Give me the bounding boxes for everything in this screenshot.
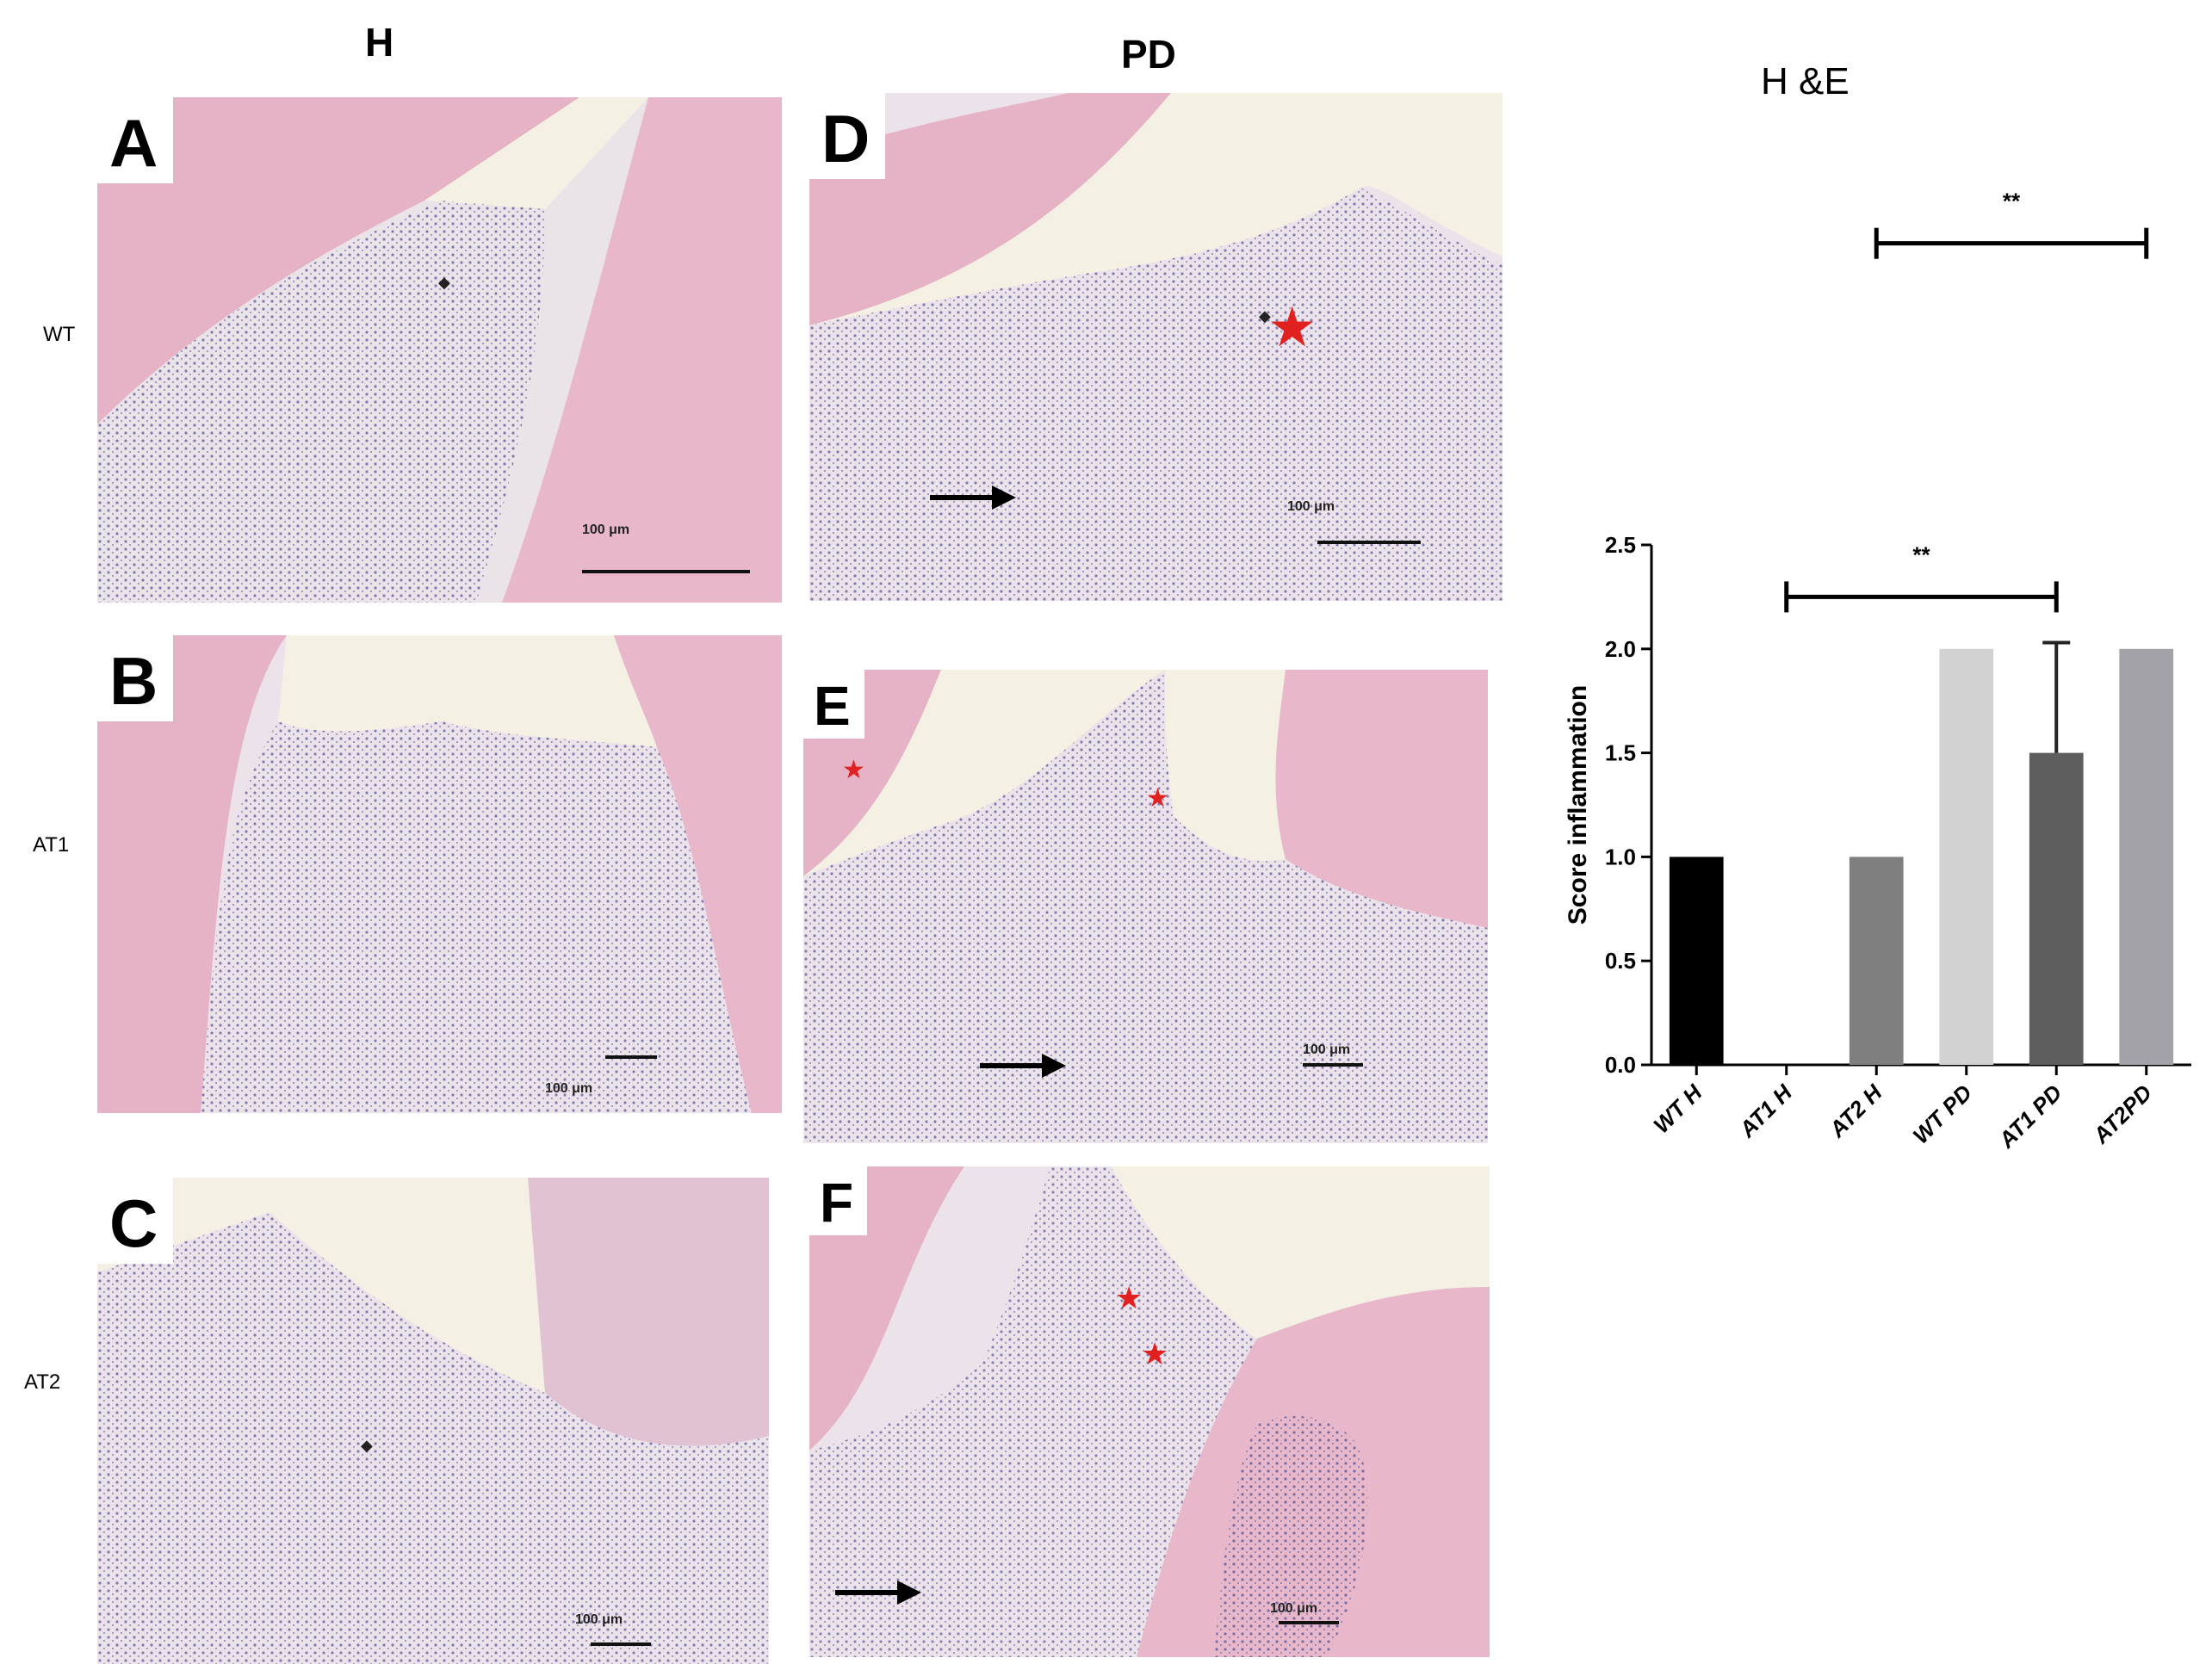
tissue-image-e (803, 670, 1488, 1143)
micrograph-panel-f: F ★ ★ 100 μm (809, 1166, 1490, 1657)
significance-label: ** (1912, 541, 1930, 567)
significance-label: ** (2003, 189, 2021, 214)
micrograph-panel-c: C ◆ 100 μm (97, 1178, 769, 1664)
y-tick-label: 2.0 (1605, 636, 1636, 662)
micrograph-panel-b: B 100 μm (97, 635, 782, 1113)
scale-bar (605, 1055, 657, 1059)
micrograph-panel-e: E ★ ★ 100 μm (803, 670, 1488, 1143)
x-tick-label: AT1 H (1733, 1079, 1798, 1143)
tissue-image-a (97, 97, 782, 603)
chart-title: H &E (1761, 60, 1850, 102)
y-tick-label: 2.5 (1605, 532, 1636, 558)
bar (1939, 648, 1994, 1065)
x-tick-label: WT PD (1908, 1079, 1978, 1149)
arrow-icon (835, 1580, 921, 1605)
bar (2119, 648, 2174, 1065)
diamond-marker: ◆ (1259, 307, 1271, 325)
panel-letter-e: E (803, 670, 864, 739)
scale-bar (1279, 1621, 1339, 1624)
scale-bar (591, 1642, 651, 1646)
inflammation-star: ★ (1141, 1336, 1169, 1371)
tissue-image-f (809, 1166, 1490, 1657)
y-tick-label: 1.0 (1605, 844, 1636, 869)
x-tick-label: AT2 H (1824, 1079, 1888, 1143)
scale-label: 100 μm (1303, 1042, 1351, 1057)
panel-letter-f: F (809, 1166, 868, 1235)
row-label-at1: AT1 (33, 833, 70, 857)
scale-bar (1317, 541, 1421, 544)
panel-letter-c: C (97, 1178, 174, 1264)
column-header-pd: PD (1121, 32, 1176, 77)
row-label-at2: AT2 (24, 1370, 61, 1394)
scale-label: 100 μm (582, 523, 630, 537)
panel-letter-b: B (97, 635, 174, 721)
micrograph-panel-a: A ◆ 100 μm (97, 97, 782, 603)
y-tick-label: 0.0 (1605, 1052, 1636, 1078)
row-label-wt: WT (43, 323, 76, 346)
scale-label: 100 μm (575, 1612, 623, 1627)
bar (1849, 857, 1904, 1065)
inflammation-star: ★ (1115, 1280, 1143, 1315)
tissue-image-c (97, 1178, 769, 1664)
bar (2029, 752, 2084, 1065)
bar (1669, 857, 1724, 1065)
scale-bar (1303, 1063, 1363, 1067)
panel-letter-d: D (809, 93, 886, 179)
y-axis-label: Score inflammation (1564, 685, 1592, 925)
panel-letter-a: A (97, 97, 174, 183)
micrograph-panel-d: D ◆ ★ 100 μm (809, 93, 1503, 601)
diamond-marker: ◆ (438, 274, 450, 291)
scale-label: 100 μm (545, 1081, 593, 1096)
x-tick-label: WT H (1648, 1079, 1707, 1138)
diamond-marker: ◆ (361, 1437, 373, 1454)
tissue-image-b (97, 635, 782, 1113)
arrow-icon (930, 486, 1016, 510)
scale-label: 100 μm (1270, 1601, 1318, 1616)
scale-label: 100 μm (1287, 499, 1335, 514)
inflammation-star: ★ (1267, 296, 1317, 358)
x-tick-label: AT2PD (2087, 1079, 2157, 1149)
y-tick-label: 1.5 (1605, 740, 1636, 766)
scale-bar (582, 570, 750, 573)
y-tick-label: 0.5 (1605, 948, 1636, 974)
column-header-h: H (365, 20, 394, 65)
x-tick-label: AT1 PD (1993, 1079, 2067, 1154)
inflammation-star: ★ (842, 756, 865, 784)
arrow-icon (980, 1054, 1066, 1078)
inflammation-star: ★ (1146, 784, 1169, 813)
